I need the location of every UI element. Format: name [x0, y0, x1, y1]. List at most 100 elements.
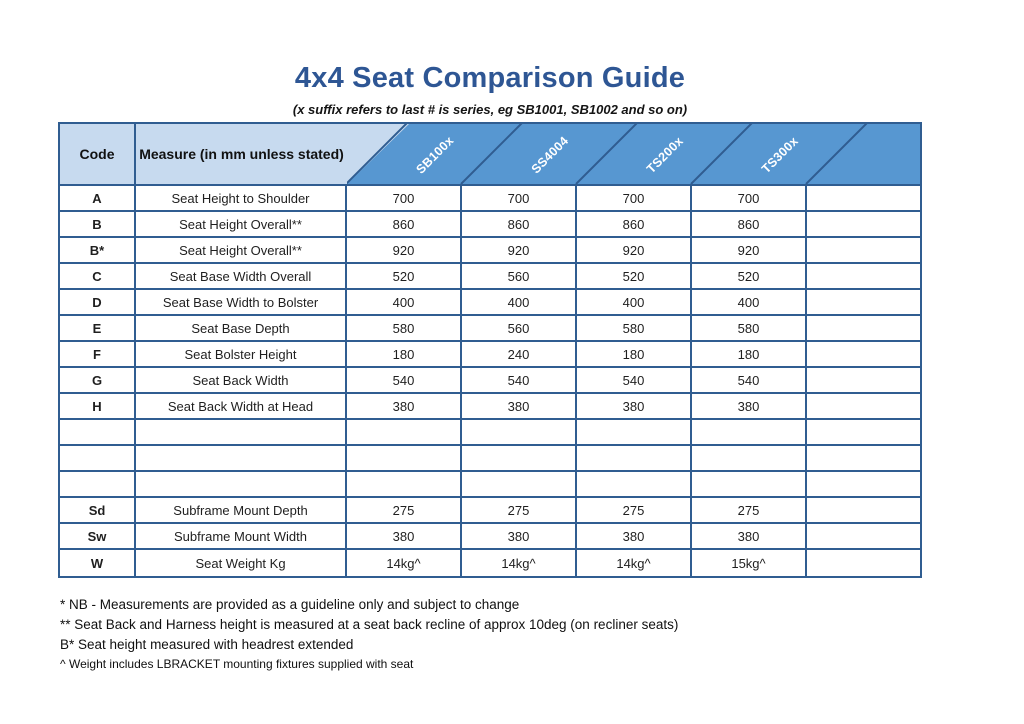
page-subtitle: (x suffix refers to last # is series, eg… [292, 102, 688, 117]
table-row-sd: Sd Subframe Mount Depth 275 275 275 275 [60, 498, 920, 524]
value-cell: 380 [692, 394, 807, 418]
value-cell [577, 446, 692, 470]
value-cell [347, 420, 462, 444]
value-cell: 380 [692, 524, 807, 548]
table-row-d: D Seat Base Width to Bolster 400 400 400 400 [60, 290, 920, 316]
value-cell: 860 [692, 212, 807, 236]
value-cell: 14kg^ [347, 550, 462, 576]
table-row-b: B Seat Height Overall** 860 860 860 860 [60, 212, 920, 238]
value-cell [807, 238, 920, 262]
value-cell: 180 [347, 342, 462, 366]
row-code-cell: Sd [60, 498, 136, 522]
value-cell: 380 [347, 524, 462, 548]
value-cell: 520 [692, 264, 807, 288]
row-code-cell [60, 446, 136, 470]
row-code-cell [60, 472, 136, 496]
row-measure-cell: Seat Weight Kg [136, 550, 347, 576]
table-row-a: A Seat Height to Shoulder 700 700 700 700 [60, 186, 920, 212]
table-body: A Seat Height to Shoulder 700 700 700 700 B Sea… [60, 186, 920, 576]
value-cell: 380 [462, 394, 577, 418]
table-row-c: C Seat Base Width Overall 520 560 520 520 [60, 264, 920, 290]
row-code-cell: H [60, 394, 136, 418]
value-cell: 275 [462, 498, 577, 522]
value-cell: 580 [347, 316, 462, 340]
row-measure-cell: Seat Height to Shoulder [136, 186, 347, 210]
table-row-w: W Seat Weight Kg 14kg^ 14kg^ 14kg^ 15kg^ [60, 550, 920, 576]
value-cell [807, 394, 920, 418]
value-cell: 580 [692, 316, 807, 340]
row-measure-cell: Seat Height Overall** [136, 238, 347, 262]
code-column-header: Code [60, 124, 136, 184]
table-header-row: Code Measure (in mm unless stated) SB100… [60, 124, 920, 186]
value-cell: 860 [577, 212, 692, 236]
footnote-recline: ** Seat Back and Harness height is measu… [60, 617, 679, 632]
value-cell: 560 [462, 316, 577, 340]
value-cell [577, 472, 692, 496]
row-measure-cell: Seat Base Width to Bolster [136, 290, 347, 314]
row-code-cell: D [60, 290, 136, 314]
value-cell: 180 [577, 342, 692, 366]
row-measure-cell: Seat Bolster Height [136, 342, 347, 366]
row-measure-cell: Seat Base Depth [136, 316, 347, 340]
measure-column-header: Measure (in mm unless stated) [136, 124, 347, 184]
table-row-bs: B* Seat Height Overall** 920 920 920 920 [60, 238, 920, 264]
value-cell [807, 472, 920, 496]
row-measure-cell: Seat Back Width at Head [136, 394, 347, 418]
value-cell: 920 [577, 238, 692, 262]
row-measure-cell: Seat Back Width [136, 368, 347, 392]
value-cell [807, 524, 920, 548]
value-cell: 380 [347, 394, 462, 418]
value-cell: 580 [577, 316, 692, 340]
row-measure-cell [136, 446, 347, 470]
value-cell: 860 [347, 212, 462, 236]
value-cell [807, 212, 920, 236]
row-code-cell: C [60, 264, 136, 288]
value-cell: 920 [347, 238, 462, 262]
value-cell [347, 472, 462, 496]
value-cell: 14kg^ [577, 550, 692, 576]
footnote-guideline: * NB - Measurements are provided as a gu… [60, 597, 520, 612]
value-cell: 540 [462, 368, 577, 392]
footnote-headrest: B* Seat height measured with headrest ex… [60, 637, 354, 652]
value-cell [807, 186, 920, 210]
value-cell [462, 420, 577, 444]
table-row-blank [60, 472, 920, 498]
value-cell: 380 [577, 524, 692, 548]
row-measure-cell: Subframe Mount Width [136, 524, 347, 548]
value-cell: 380 [577, 394, 692, 418]
row-code-cell: B [60, 212, 136, 236]
row-code-cell: G [60, 368, 136, 392]
value-cell [807, 420, 920, 444]
value-cell: 920 [462, 238, 577, 262]
table-row-e: E Seat Base Depth 580 560 580 580 [60, 316, 920, 342]
footnote-weight: ^ Weight includes LBRACKET mounting fixt… [60, 657, 414, 671]
row-measure-cell [136, 472, 347, 496]
value-cell [807, 264, 920, 288]
value-cell: 860 [462, 212, 577, 236]
row-code-cell: B* [60, 238, 136, 262]
value-cell [807, 446, 920, 470]
row-measure-cell: Subframe Mount Depth [136, 498, 347, 522]
value-cell [807, 368, 920, 392]
table-row-h: H Seat Back Width at Head 380 380 380 380 [60, 394, 920, 420]
value-cell [807, 316, 920, 340]
value-cell: 700 [692, 186, 807, 210]
row-code-cell: A [60, 186, 136, 210]
value-cell: 15kg^ [692, 550, 807, 576]
row-measure-cell [136, 420, 347, 444]
value-cell [692, 420, 807, 444]
seat-comparison-table: Code Measure (in mm unless stated) SB100… [58, 122, 922, 578]
value-cell [807, 290, 920, 314]
value-cell: 275 [692, 498, 807, 522]
row-measure-cell: Seat Height Overall** [136, 212, 347, 236]
value-cell: 540 [347, 368, 462, 392]
value-cell [347, 446, 462, 470]
value-cell: 540 [577, 368, 692, 392]
value-cell: 700 [462, 186, 577, 210]
value-cell [807, 342, 920, 366]
page-title: 4x4 Seat Comparison Guide [294, 62, 686, 94]
table-row-sw: Sw Subframe Mount Width 380 380 380 380 [60, 524, 920, 550]
row-code-cell: Sw [60, 524, 136, 548]
value-cell: 240 [462, 342, 577, 366]
value-cell [807, 498, 920, 522]
